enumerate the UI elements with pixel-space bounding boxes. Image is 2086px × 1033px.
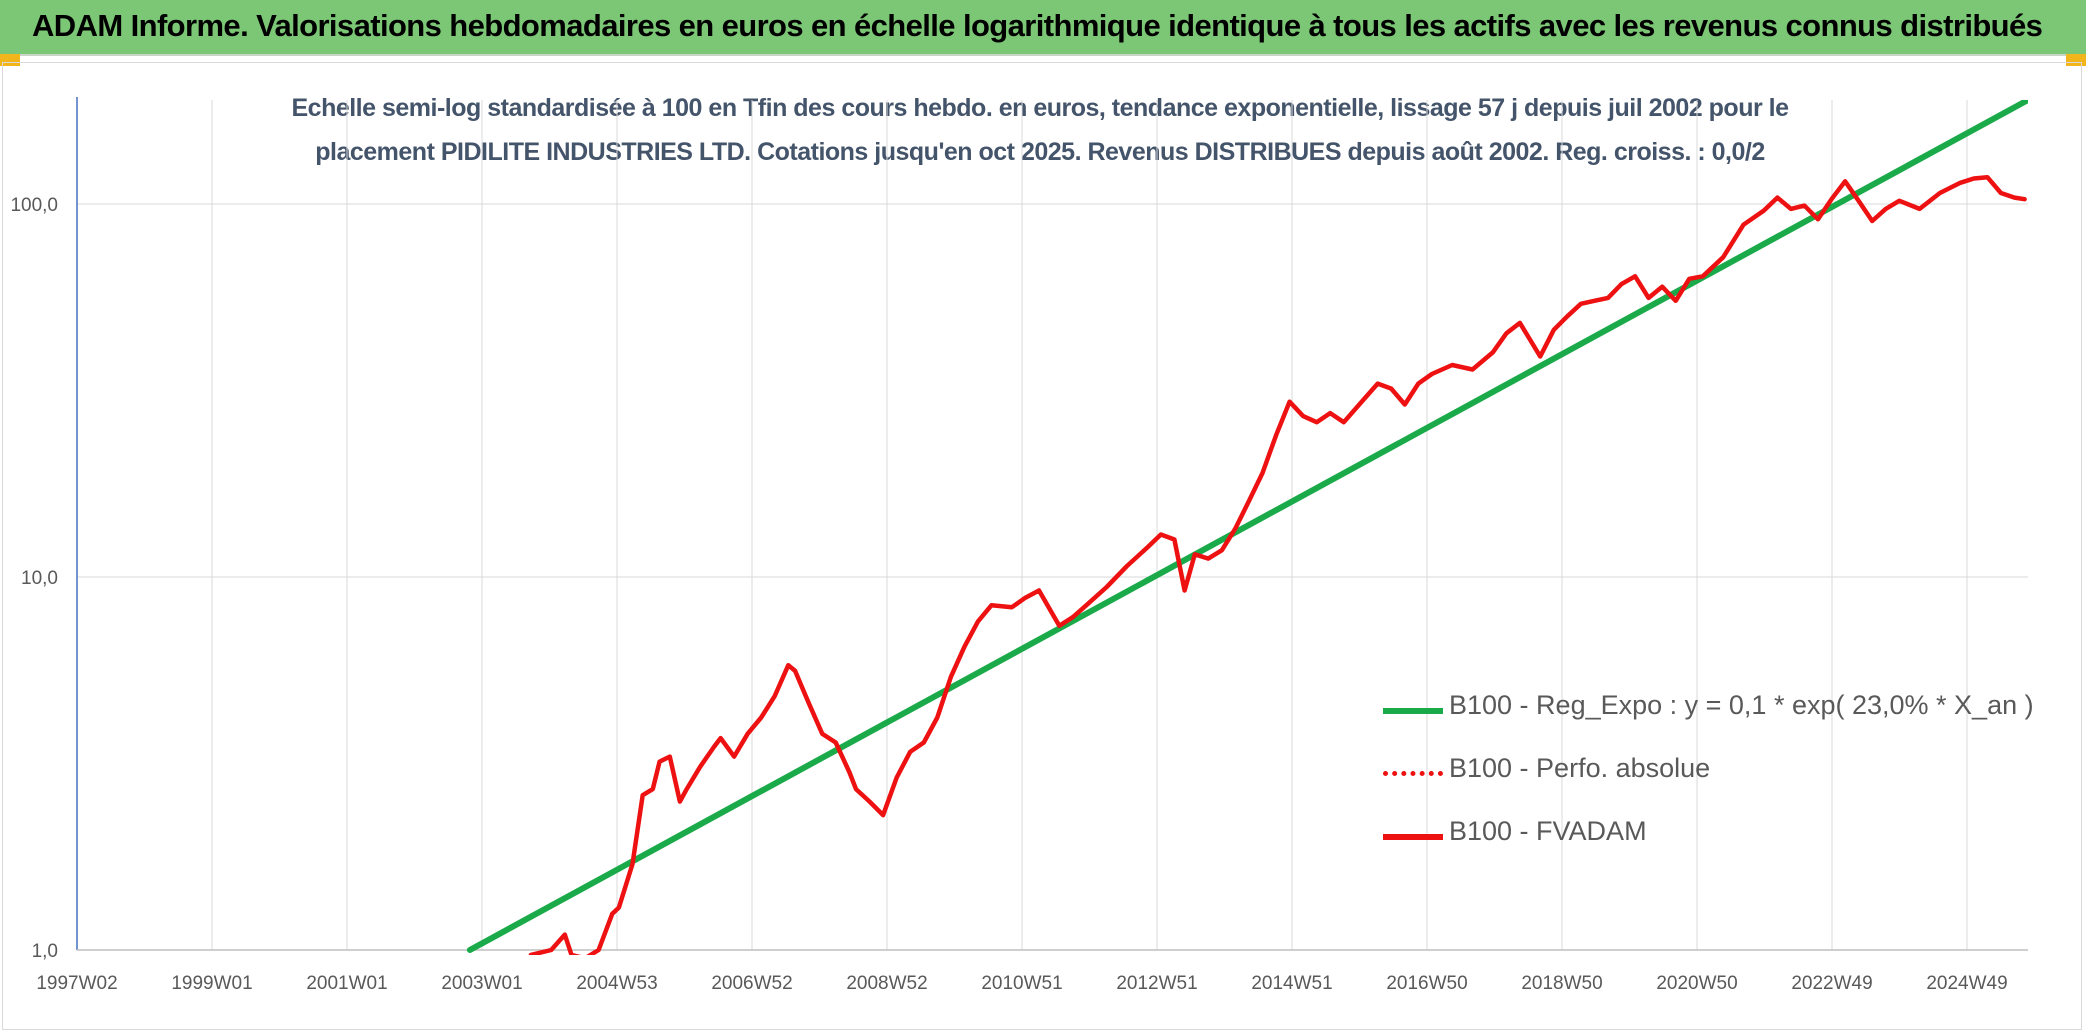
grid-layer xyxy=(77,100,2028,951)
x-tick-label: 2001W01 xyxy=(306,973,387,994)
chart-title-line-2: placement PIDILITE INDUSTRIES LTD. Cotat… xyxy=(315,138,1765,166)
legend-swatch-perfo-absolue xyxy=(1383,771,1443,776)
legend-label-fvadam: B100 - FVADAM xyxy=(1449,816,1647,846)
x-tick-label: 2008W52 xyxy=(846,973,927,994)
x-tick-label: 2010W51 xyxy=(981,973,1062,994)
y-tick-label: 100,0 xyxy=(10,195,58,216)
legend-label-perfo-absolue: B100 - Perfo. absolue xyxy=(1449,753,1711,783)
legend-item-trend: B100 - Reg_Expo : y = 0,1 * exp( 23,0% *… xyxy=(1383,688,2034,751)
legend-label-trend: B100 - Reg_Expo : y = 0,1 * exp( 23,0% *… xyxy=(1449,690,2034,720)
legend-swatch-trend xyxy=(1383,708,1443,714)
chart-area xyxy=(2,62,2082,1030)
x-tick-label: 2018W50 xyxy=(1521,973,1602,994)
x-tick-label: 2012W51 xyxy=(1116,973,1197,994)
x-tick-label: 2022W49 xyxy=(1791,973,1872,994)
header-title: ADAM Informe. Valorisations hebdomadaire… xyxy=(32,8,2043,43)
x-tick-label: 2006W52 xyxy=(711,973,792,994)
axis-layer xyxy=(76,97,2028,951)
series-line-0 xyxy=(466,100,2028,953)
corner-accent-left xyxy=(0,54,20,66)
legend-item-perfo-absolue: B100 - Perfo. absolue xyxy=(1383,751,2023,814)
header-bar: ADAM Informe. Valorisations hebdomadaire… xyxy=(0,0,2086,56)
series-line-2 xyxy=(528,174,2027,955)
x-tick-label: 2020W50 xyxy=(1656,973,1737,994)
legend-item-fvadam: B100 - FVADAM xyxy=(1383,814,2023,877)
chart-title: Echelle semi-log standardisée à 100 en T… xyxy=(160,86,1920,174)
x-tick-label: 1997W02 xyxy=(36,973,117,994)
legend: B100 - Reg_Expo : y = 0,1 * exp( 23,0% *… xyxy=(1383,688,2034,877)
x-tick-label: 2016W50 xyxy=(1386,973,1467,994)
x-tick-label: 2003W01 xyxy=(441,973,522,994)
x-tick-label: 1999W01 xyxy=(171,973,252,994)
chart-title-line-1: Echelle semi-log standardisée à 100 en T… xyxy=(291,94,1789,122)
x-tick-label: 2004W53 xyxy=(576,973,657,994)
series-layer xyxy=(466,100,2028,955)
x-tick-label: 2024W49 xyxy=(1926,973,2007,994)
y-tick-label: 10,0 xyxy=(21,568,58,589)
tick-label-layer: 1997W02 1999W01 2001W01 2003W01 2004W53 2006W… xyxy=(10,195,2007,994)
y-tick-label: 1,0 xyxy=(32,941,58,962)
x-tick-label: 2014W51 xyxy=(1251,973,1332,994)
legend-swatch-fvadam xyxy=(1383,834,1443,840)
